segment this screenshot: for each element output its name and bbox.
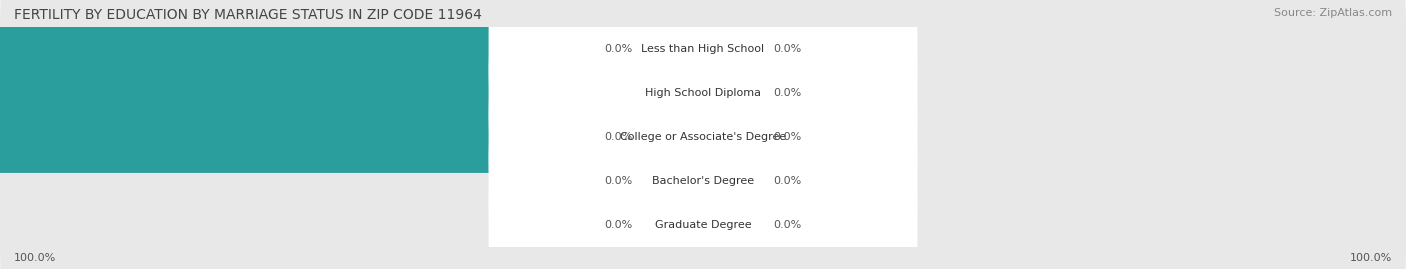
FancyBboxPatch shape (0, 0, 1406, 200)
Text: 0.0%: 0.0% (773, 88, 801, 98)
Text: Source: ZipAtlas.com: Source: ZipAtlas.com (1274, 8, 1392, 18)
FancyBboxPatch shape (0, 0, 1406, 156)
Text: High School Diploma: High School Diploma (645, 88, 761, 98)
Text: Less than High School: Less than High School (641, 44, 765, 54)
FancyBboxPatch shape (489, 15, 917, 259)
FancyBboxPatch shape (637, 146, 713, 269)
Text: 0.0%: 0.0% (773, 44, 801, 54)
FancyBboxPatch shape (0, 118, 1406, 269)
FancyBboxPatch shape (693, 0, 770, 129)
Text: 0.0%: 0.0% (773, 220, 801, 231)
FancyBboxPatch shape (489, 59, 917, 269)
FancyBboxPatch shape (0, 30, 1406, 245)
FancyBboxPatch shape (0, 74, 1406, 269)
FancyBboxPatch shape (489, 0, 917, 171)
FancyBboxPatch shape (693, 57, 770, 217)
Text: 0.0%: 0.0% (773, 176, 801, 186)
FancyBboxPatch shape (693, 146, 770, 269)
FancyBboxPatch shape (489, 0, 917, 215)
Text: 0.0%: 0.0% (773, 132, 801, 142)
FancyBboxPatch shape (0, 13, 713, 173)
Text: 0.0%: 0.0% (605, 220, 633, 231)
Text: College or Associate's Degree: College or Associate's Degree (620, 132, 786, 142)
Text: 0.0%: 0.0% (605, 132, 633, 142)
FancyBboxPatch shape (637, 0, 713, 129)
Text: 100.0%: 100.0% (1350, 253, 1392, 263)
FancyBboxPatch shape (693, 13, 770, 173)
Text: FERTILITY BY EDUCATION BY MARRIAGE STATUS IN ZIP CODE 11964: FERTILITY BY EDUCATION BY MARRIAGE STATU… (14, 8, 482, 22)
Text: 0.0%: 0.0% (605, 44, 633, 54)
FancyBboxPatch shape (637, 57, 713, 217)
Text: 100.0%: 100.0% (14, 253, 56, 263)
FancyBboxPatch shape (637, 101, 713, 261)
FancyBboxPatch shape (693, 101, 770, 261)
Text: 0.0%: 0.0% (605, 176, 633, 186)
Text: Bachelor's Degree: Bachelor's Degree (652, 176, 754, 186)
FancyBboxPatch shape (489, 104, 917, 269)
Text: Graduate Degree: Graduate Degree (655, 220, 751, 231)
